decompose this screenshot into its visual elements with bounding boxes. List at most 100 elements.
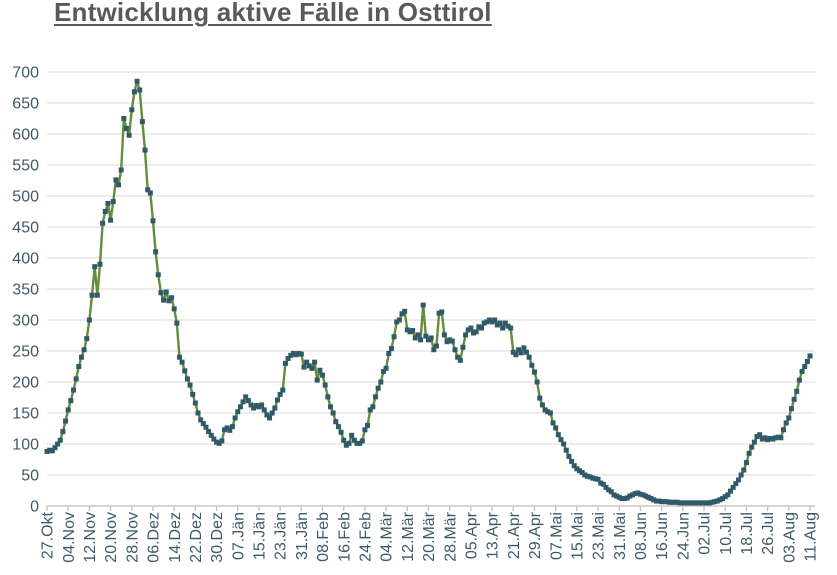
data-point-marker [455, 354, 461, 360]
data-point-marker [349, 432, 355, 438]
data-point-marker [521, 345, 527, 351]
data-point-marker [261, 407, 267, 413]
data-point-marker [680, 500, 686, 506]
x-tick-label: 16.Jun [654, 512, 671, 560]
data-point-marker [184, 376, 190, 382]
y-tick-label: 50 [21, 468, 39, 485]
x-tick-label: 15.Mai [569, 512, 586, 560]
data-point-marker [110, 199, 116, 205]
y-tick-label: 250 [12, 344, 39, 361]
data-point-marker [121, 116, 127, 121]
data-point-marker [341, 437, 347, 443]
data-point-marker [664, 499, 670, 505]
data-point-marker [214, 439, 220, 445]
data-point-marker [243, 394, 249, 400]
data-point-marker [288, 352, 294, 358]
data-point-marker [378, 379, 384, 385]
data-point-marker [627, 493, 633, 499]
data-point-marker [264, 412, 270, 418]
data-point-marker [804, 359, 810, 365]
data-point-marker [622, 496, 628, 502]
data-point-marker [335, 424, 341, 430]
data-point-marker [296, 350, 302, 356]
data-point-marker [169, 295, 175, 301]
data-point-marker [796, 377, 802, 383]
data-point-marker [206, 429, 212, 435]
data-point-marker [94, 292, 100, 298]
data-point-marker [574, 466, 580, 472]
data-point-marker [653, 498, 659, 504]
data-point-marker [198, 417, 204, 423]
data-point-marker [357, 440, 363, 446]
data-point-marker [640, 492, 646, 498]
data-point-marker [616, 494, 622, 500]
x-tick-label: 07.Jän [230, 512, 247, 560]
data-point-marker [343, 442, 349, 448]
x-tick-label: 05.Apr [463, 511, 480, 559]
data-point-marker [802, 364, 808, 369]
data-point-marker [698, 500, 704, 506]
x-tick-label: 20.Mär [421, 511, 438, 561]
data-point-marker [161, 297, 167, 303]
data-point-marker [346, 440, 352, 446]
data-point-marker [505, 323, 511, 329]
data-point-marker [126, 132, 132, 138]
data-point-marker [208, 432, 214, 438]
data-point-marker [460, 344, 466, 350]
data-point-marker [688, 500, 694, 506]
y-tick-label: 400 [12, 251, 39, 268]
data-point-marker [685, 500, 691, 506]
data-point-marker [237, 404, 243, 410]
data-point-marker [179, 359, 185, 365]
data-point-marker [730, 484, 736, 490]
data-point-marker [656, 498, 662, 504]
data-point-marker [762, 435, 768, 441]
data-point-marker [746, 450, 752, 456]
data-point-marker [537, 395, 543, 401]
data-point-marker [526, 354, 532, 360]
data-point-marker [65, 407, 71, 413]
data-point-marker [129, 107, 135, 113]
data-point-marker [317, 367, 323, 373]
data-point-marker [600, 481, 606, 487]
data-point-marker [675, 499, 681, 505]
data-point-marker [195, 410, 201, 416]
data-point-marker [569, 458, 575, 464]
y-tick-label: 300 [12, 313, 39, 330]
data-point-marker [481, 320, 487, 326]
data-point-marker [714, 498, 720, 504]
data-point-marker [301, 364, 307, 370]
data-point-marker [486, 317, 492, 323]
data-point-marker [386, 350, 392, 356]
data-point-marker [312, 359, 318, 365]
data-point-marker [637, 491, 643, 497]
data-point-marker [73, 376, 79, 382]
data-point-marker [253, 403, 259, 409]
data-point-marker [619, 496, 625, 502]
x-tick-label: 02.Jul [697, 512, 714, 555]
data-point-marker [645, 494, 651, 500]
data-point-marker [566, 453, 572, 459]
data-point-marker [751, 439, 757, 445]
chart-title: Entwicklung aktive Fälle in Osttirol [54, 0, 492, 27]
data-point-marker [587, 474, 593, 480]
data-point-marker [542, 407, 548, 413]
data-point-marker [182, 368, 188, 374]
data-point-marker [391, 334, 397, 340]
data-point-marker [577, 468, 583, 474]
data-point-marker [584, 473, 590, 479]
data-point-marker [733, 481, 739, 487]
x-tick-label: 23.Mai [591, 512, 608, 560]
data-point-marker [100, 220, 106, 226]
data-point-marker [765, 437, 771, 443]
data-point-marker [399, 311, 405, 317]
data-point-marker [492, 317, 498, 323]
data-point-marker [410, 328, 416, 334]
data-point-marker [166, 298, 172, 304]
data-point-marker [598, 480, 604, 486]
data-point-marker [465, 327, 471, 333]
data-point-marker [767, 435, 773, 441]
data-point-marker [693, 500, 699, 506]
data-point-marker [701, 500, 707, 506]
